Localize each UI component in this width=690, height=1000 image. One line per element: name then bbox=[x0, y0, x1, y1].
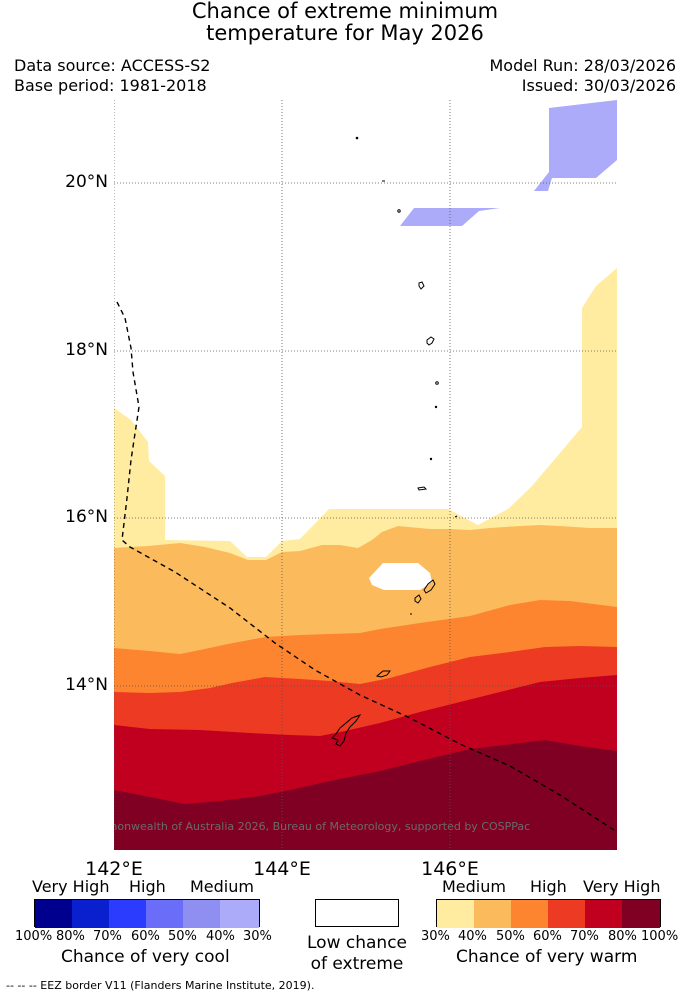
lat-label-14n: 14°N bbox=[65, 675, 108, 695]
warm-tier-medium: Medium bbox=[442, 877, 506, 896]
copyright-notice: © Commonwealth of Australia 2026, Bureau… bbox=[114, 820, 530, 833]
cool-swatch-2 bbox=[72, 900, 110, 928]
warm-tick-70: 70% bbox=[570, 929, 599, 944]
cool-tick-100: 100% bbox=[15, 929, 53, 944]
cool-tick-70: 70% bbox=[93, 929, 122, 944]
lon-label-146e: 146°E bbox=[421, 858, 479, 880]
lon-label-142e: 142°E bbox=[85, 858, 143, 880]
cool-swatch-1 bbox=[35, 900, 73, 928]
cool-tick-50: 50% bbox=[168, 929, 197, 944]
lat-label-16n: 16°N bbox=[65, 507, 108, 527]
warm-swatch-5 bbox=[585, 900, 623, 928]
issued-label: Issued: 30/03/2026 bbox=[521, 76, 676, 95]
warm-swatch-2 bbox=[474, 900, 512, 928]
cool-area-northeast bbox=[534, 100, 617, 191]
warm-tick-50: 50% bbox=[496, 929, 525, 944]
low-chance-hole bbox=[369, 563, 432, 590]
cool-tier-high: High bbox=[129, 877, 166, 896]
cool-tick-30: 30% bbox=[243, 929, 272, 944]
cool-tick-80: 80% bbox=[56, 929, 85, 944]
island-outlines bbox=[331, 136, 458, 747]
map-panel: © Commonwealth of Australia 2026, Bureau… bbox=[114, 100, 617, 850]
cool-tier-medium: Medium bbox=[190, 877, 254, 896]
cool-swatch-4 bbox=[146, 900, 184, 928]
warm-tick-60: 60% bbox=[533, 929, 562, 944]
base-period-label: Base period: 1981-2018 bbox=[14, 76, 207, 95]
warm-80-100-area bbox=[114, 740, 617, 850]
warm-tier-very-high: Very High bbox=[583, 877, 661, 896]
gridlines bbox=[114, 100, 617, 850]
warm-tier-high: High bbox=[530, 877, 567, 896]
warm-tick-40: 40% bbox=[458, 929, 487, 944]
eez-border bbox=[116, 301, 615, 831]
warm-swatch-3 bbox=[511, 900, 549, 928]
model-run-label: Model Run: 28/03/2026 bbox=[489, 56, 677, 75]
forecast-map: © Commonwealth of Australia 2026, Bureau… bbox=[114, 100, 617, 850]
page-subtitle: temperature for May 2026 bbox=[206, 21, 484, 45]
page-title: Chance of extreme minimum bbox=[191, 0, 499, 23]
cool-tick-60: 60% bbox=[131, 929, 160, 944]
cool-swatch-5 bbox=[183, 900, 221, 928]
low-chance-line2: of extreme bbox=[310, 954, 404, 974]
warm-tick-80: 80% bbox=[608, 929, 637, 944]
warm-swatch-4 bbox=[548, 900, 586, 928]
cool-caption: Chance of very cool bbox=[61, 947, 230, 967]
lat-label-18n: 18°N bbox=[65, 340, 108, 360]
cool-swatch-3 bbox=[109, 900, 147, 928]
warm-caption: Chance of very warm bbox=[456, 947, 638, 967]
warm-tick-30: 30% bbox=[421, 929, 450, 944]
data-source-label: Data source: ACCESS-S2 bbox=[14, 56, 211, 75]
cool-colorbar bbox=[34, 899, 260, 928]
warm-swatch-1 bbox=[437, 900, 475, 928]
warm-colorbar bbox=[436, 899, 661, 928]
cool-swatch-6 bbox=[220, 900, 259, 928]
lon-label-144e: 144°E bbox=[253, 858, 311, 880]
warm-tick-100: 100% bbox=[641, 929, 679, 944]
cool-tick-40: 40% bbox=[206, 929, 235, 944]
low-chance-line1: Low chance bbox=[307, 933, 407, 953]
warm-swatch-6 bbox=[622, 900, 660, 928]
low-chance-swatch bbox=[315, 899, 399, 927]
eez-footnote: -- -- -- EEZ border V11 (Flanders Marine… bbox=[6, 979, 315, 992]
lat-label-20n: 20°N bbox=[65, 172, 108, 192]
cool-tier-very-high: Very High bbox=[32, 877, 110, 896]
